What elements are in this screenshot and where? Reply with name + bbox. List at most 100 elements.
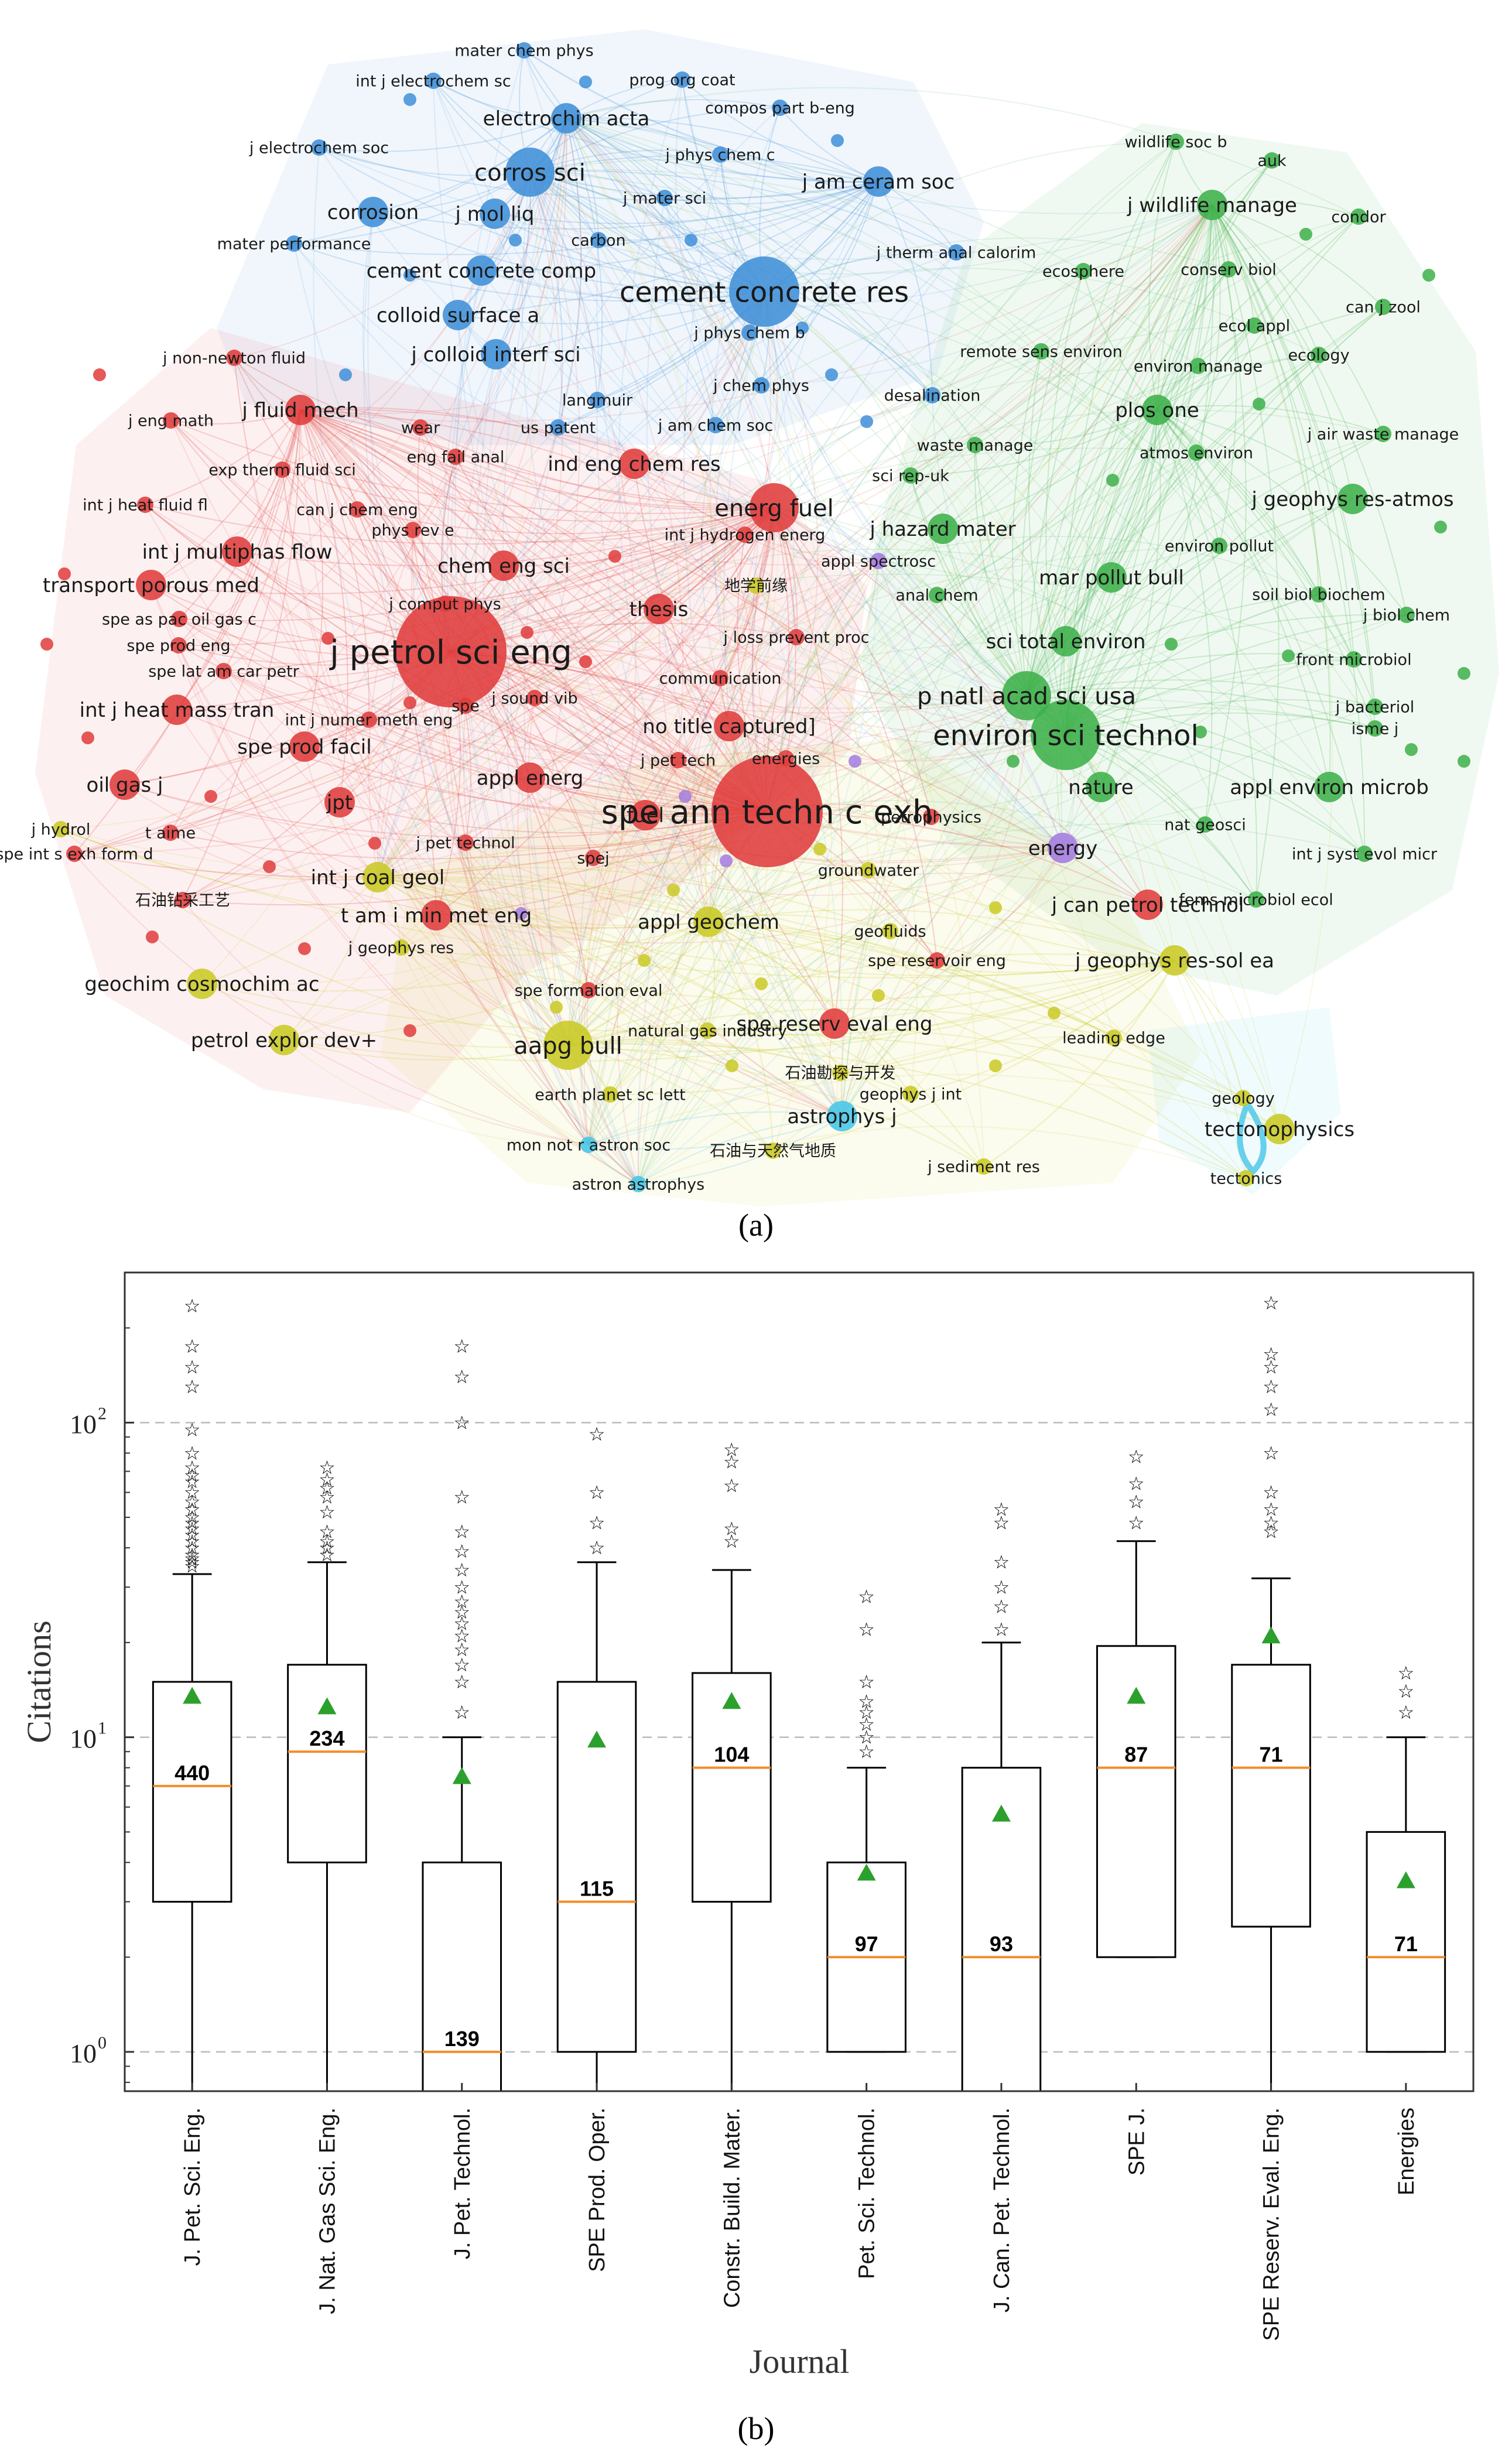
network-edge <box>772 960 1175 1151</box>
node-label-j-sound-vib: j sound vib <box>491 690 577 708</box>
network-edge <box>401 291 765 948</box>
outlier-marker: ☆ <box>858 1690 875 1712</box>
minor-node <box>685 234 697 247</box>
outlier-marker: ☆ <box>1263 1521 1280 1543</box>
x-tick-label-j-nat-gas-sci-eng: J. Nat. Gas Sci. Eng. <box>315 2108 340 2314</box>
node-label-environ-manage: environ manage <box>1134 358 1263 376</box>
network-edge <box>170 420 1027 697</box>
network-edge <box>237 551 843 1117</box>
node-int-j-numer-meth-eng <box>361 712 377 728</box>
network-edge <box>774 507 1148 905</box>
network-edge <box>455 118 567 457</box>
network-edge <box>1065 204 1213 736</box>
network-edge <box>529 172 1066 736</box>
box-spe-j: 87☆☆☆☆ <box>1096 1445 1176 1958</box>
network-edge <box>691 678 721 922</box>
iqr-box <box>152 1681 232 1903</box>
network-edge <box>580 815 646 1145</box>
network-edge <box>566 118 976 446</box>
node-atmos-environ <box>1188 444 1205 461</box>
x-tick-label-pet-sci-technol: Pet. Sci. Technol. <box>855 2108 880 2279</box>
network-edge <box>283 291 765 1041</box>
minor-node <box>403 93 416 106</box>
network-edge <box>910 204 1213 476</box>
network-edge <box>567 1034 1280 1130</box>
network-edge <box>910 734 1066 1094</box>
node-label-waste-manage: waste manage <box>917 437 1034 455</box>
x-tick-label-spe-reserv-eval-eng: SPE Reserv. Eval. Eng. <box>1260 2108 1284 2341</box>
outlier-marker: ☆ <box>319 1544 336 1566</box>
network-edge <box>124 734 1066 847</box>
network-edge <box>495 181 879 355</box>
network-edge <box>176 118 567 710</box>
node-thesis <box>644 594 674 624</box>
node-electrochim-acta <box>551 103 581 134</box>
network-edge <box>60 507 775 830</box>
x-tick-label-energies: Energies <box>1394 2108 1419 2195</box>
network-edge <box>714 332 768 812</box>
node-corrosion <box>358 197 388 227</box>
network-edge <box>529 172 750 333</box>
node-label-mon-not-r-astron-soc: mon not r astron soc <box>507 1137 671 1155</box>
network-edge <box>566 118 716 426</box>
node-label-carbon: carbon <box>571 232 625 250</box>
node-label-leading-edge: leading edge <box>1062 1029 1165 1048</box>
node-fems-microbiol-ecol <box>1248 891 1264 908</box>
network-edge <box>150 409 301 586</box>
network-edge <box>708 921 1247 1179</box>
network-edge <box>1205 204 1247 825</box>
network-edge <box>1212 200 1359 217</box>
network-edge <box>457 314 1066 736</box>
network-edge <box>300 409 775 508</box>
network-edge <box>567 960 1175 1052</box>
network-edge <box>401 947 569 1046</box>
network-edge <box>304 118 567 747</box>
network-edge <box>494 181 879 224</box>
network-edge <box>529 507 775 778</box>
network-edge <box>1026 204 1213 696</box>
network-edge <box>481 204 1213 309</box>
network-edge <box>890 931 1175 967</box>
network-edge <box>1212 204 1319 595</box>
network-edge <box>529 172 765 292</box>
outlier-marker: ☆ <box>184 1498 201 1520</box>
node-label-cement-concrete-res: cement concrete res <box>620 276 909 309</box>
network-edge <box>638 560 879 1185</box>
network-edge <box>300 409 932 817</box>
network-edge <box>433 80 567 119</box>
network-labels: mater chem phys int j electrochem sc prog … <box>0 42 1459 1194</box>
node-label-desalination: desalination <box>884 387 981 405</box>
network-edge <box>1065 614 1407 736</box>
sample-count: 440 <box>175 1761 210 1785</box>
network-edge <box>1026 141 1176 696</box>
network-edge <box>282 469 768 812</box>
network-edge <box>304 507 775 747</box>
network-edge <box>529 172 637 991</box>
boxplot-panel: 440☆☆☆☆☆☆☆☆☆☆☆☆☆☆☆☆☆☆☆☆☆☆234☆☆☆☆☆☆☆☆☆139… <box>20 1271 1475 2380</box>
network-edge <box>567 921 709 1046</box>
minor-node <box>726 1059 738 1072</box>
network-edge <box>910 960 1175 1094</box>
network-edge <box>974 444 1027 696</box>
mean-marker <box>452 1767 471 1784</box>
network-edge <box>1062 706 1376 849</box>
outlier-marker: ☆ <box>993 1551 1010 1574</box>
network-edge <box>377 877 569 1046</box>
outlier-marker: ☆ <box>1263 1343 1280 1365</box>
network-edge <box>567 1042 843 1117</box>
node-label-int-j-heat-fluid-fl: int j heat fluid fl <box>83 497 208 515</box>
network-edge <box>319 147 531 176</box>
node-label-transport-porous-med: transport porous med <box>43 574 259 597</box>
network-edge <box>465 172 563 843</box>
network-edge <box>357 507 775 535</box>
sample-count: 139 <box>444 2027 480 2051</box>
network-edge <box>234 357 569 1046</box>
node-label-int-j-heat-mass-tran: int j heat mass tran <box>80 699 275 722</box>
network-edge <box>465 842 569 1046</box>
network-edge <box>567 921 709 1046</box>
outlier-marker: ☆ <box>453 1576 470 1598</box>
network-edge <box>566 118 879 183</box>
network-edge <box>1157 409 1220 546</box>
network-edge <box>304 746 378 878</box>
